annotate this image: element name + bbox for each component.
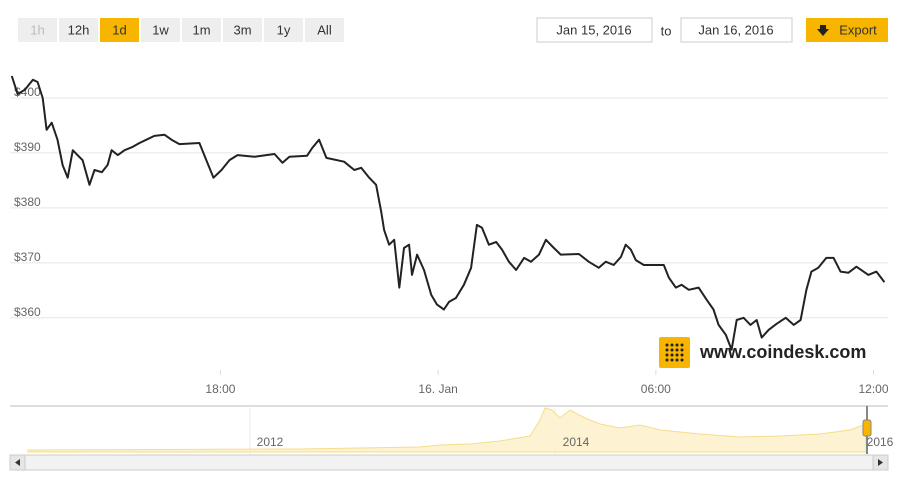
range-button[interactable] bbox=[223, 18, 262, 42]
range-button[interactable] bbox=[100, 18, 139, 42]
scroll-right-arrow bbox=[878, 459, 883, 466]
range-button-label: All bbox=[317, 22, 332, 37]
watermark-logo bbox=[659, 337, 690, 368]
y-tick-label: $370 bbox=[14, 250, 41, 264]
navigator-label: 2012 bbox=[257, 435, 284, 449]
date-from: Jan 15, 2016 bbox=[556, 22, 631, 37]
range-button-label: 1y bbox=[277, 22, 291, 37]
price-line bbox=[10, 75, 886, 351]
y-tick-label: $390 bbox=[14, 140, 41, 154]
date-from-input[interactable] bbox=[536, 17, 653, 43]
navigator-series bbox=[27, 407, 867, 453]
range-button-label: 12h bbox=[68, 22, 90, 37]
export-label: Export bbox=[839, 22, 877, 37]
range-button-label: 1w bbox=[152, 22, 169, 37]
y-tick-label: $380 bbox=[14, 195, 41, 209]
x-tick-label: 12:00 bbox=[858, 382, 888, 396]
navigator-label: 2014 bbox=[563, 435, 590, 449]
scrollbar-track[interactable] bbox=[9, 454, 889, 471]
range-button-label: 1h bbox=[30, 22, 44, 37]
watermark-dots bbox=[665, 343, 684, 362]
to-label: to bbox=[661, 23, 672, 38]
range-button-label: 3m bbox=[233, 22, 251, 37]
date-to-input[interactable] bbox=[680, 17, 793, 43]
range-button[interactable] bbox=[264, 18, 303, 42]
date-to: Jan 16, 2016 bbox=[698, 22, 773, 37]
watermark-text: www.coindesk.com bbox=[699, 342, 866, 362]
export-icon bbox=[817, 25, 829, 36]
range-button-label: 1d bbox=[112, 22, 126, 37]
navigator-handle[interactable] bbox=[862, 419, 872, 437]
range-button[interactable] bbox=[182, 18, 221, 42]
y-tick-label: $360 bbox=[14, 305, 41, 319]
range-button[interactable] bbox=[18, 18, 57, 42]
y-tick-label: $400 bbox=[14, 85, 41, 99]
x-tick-label: 06:00 bbox=[641, 382, 671, 396]
scroll-left-arrow bbox=[15, 459, 20, 466]
range-button[interactable] bbox=[305, 18, 344, 42]
range-button-label: 1m bbox=[192, 22, 210, 37]
range-button[interactable] bbox=[59, 18, 98, 42]
range-button[interactable] bbox=[141, 18, 180, 42]
x-tick-label: 16. Jan bbox=[418, 382, 457, 396]
x-tick-label: 18:00 bbox=[205, 382, 235, 396]
navigator-label: 2016 bbox=[867, 435, 894, 449]
